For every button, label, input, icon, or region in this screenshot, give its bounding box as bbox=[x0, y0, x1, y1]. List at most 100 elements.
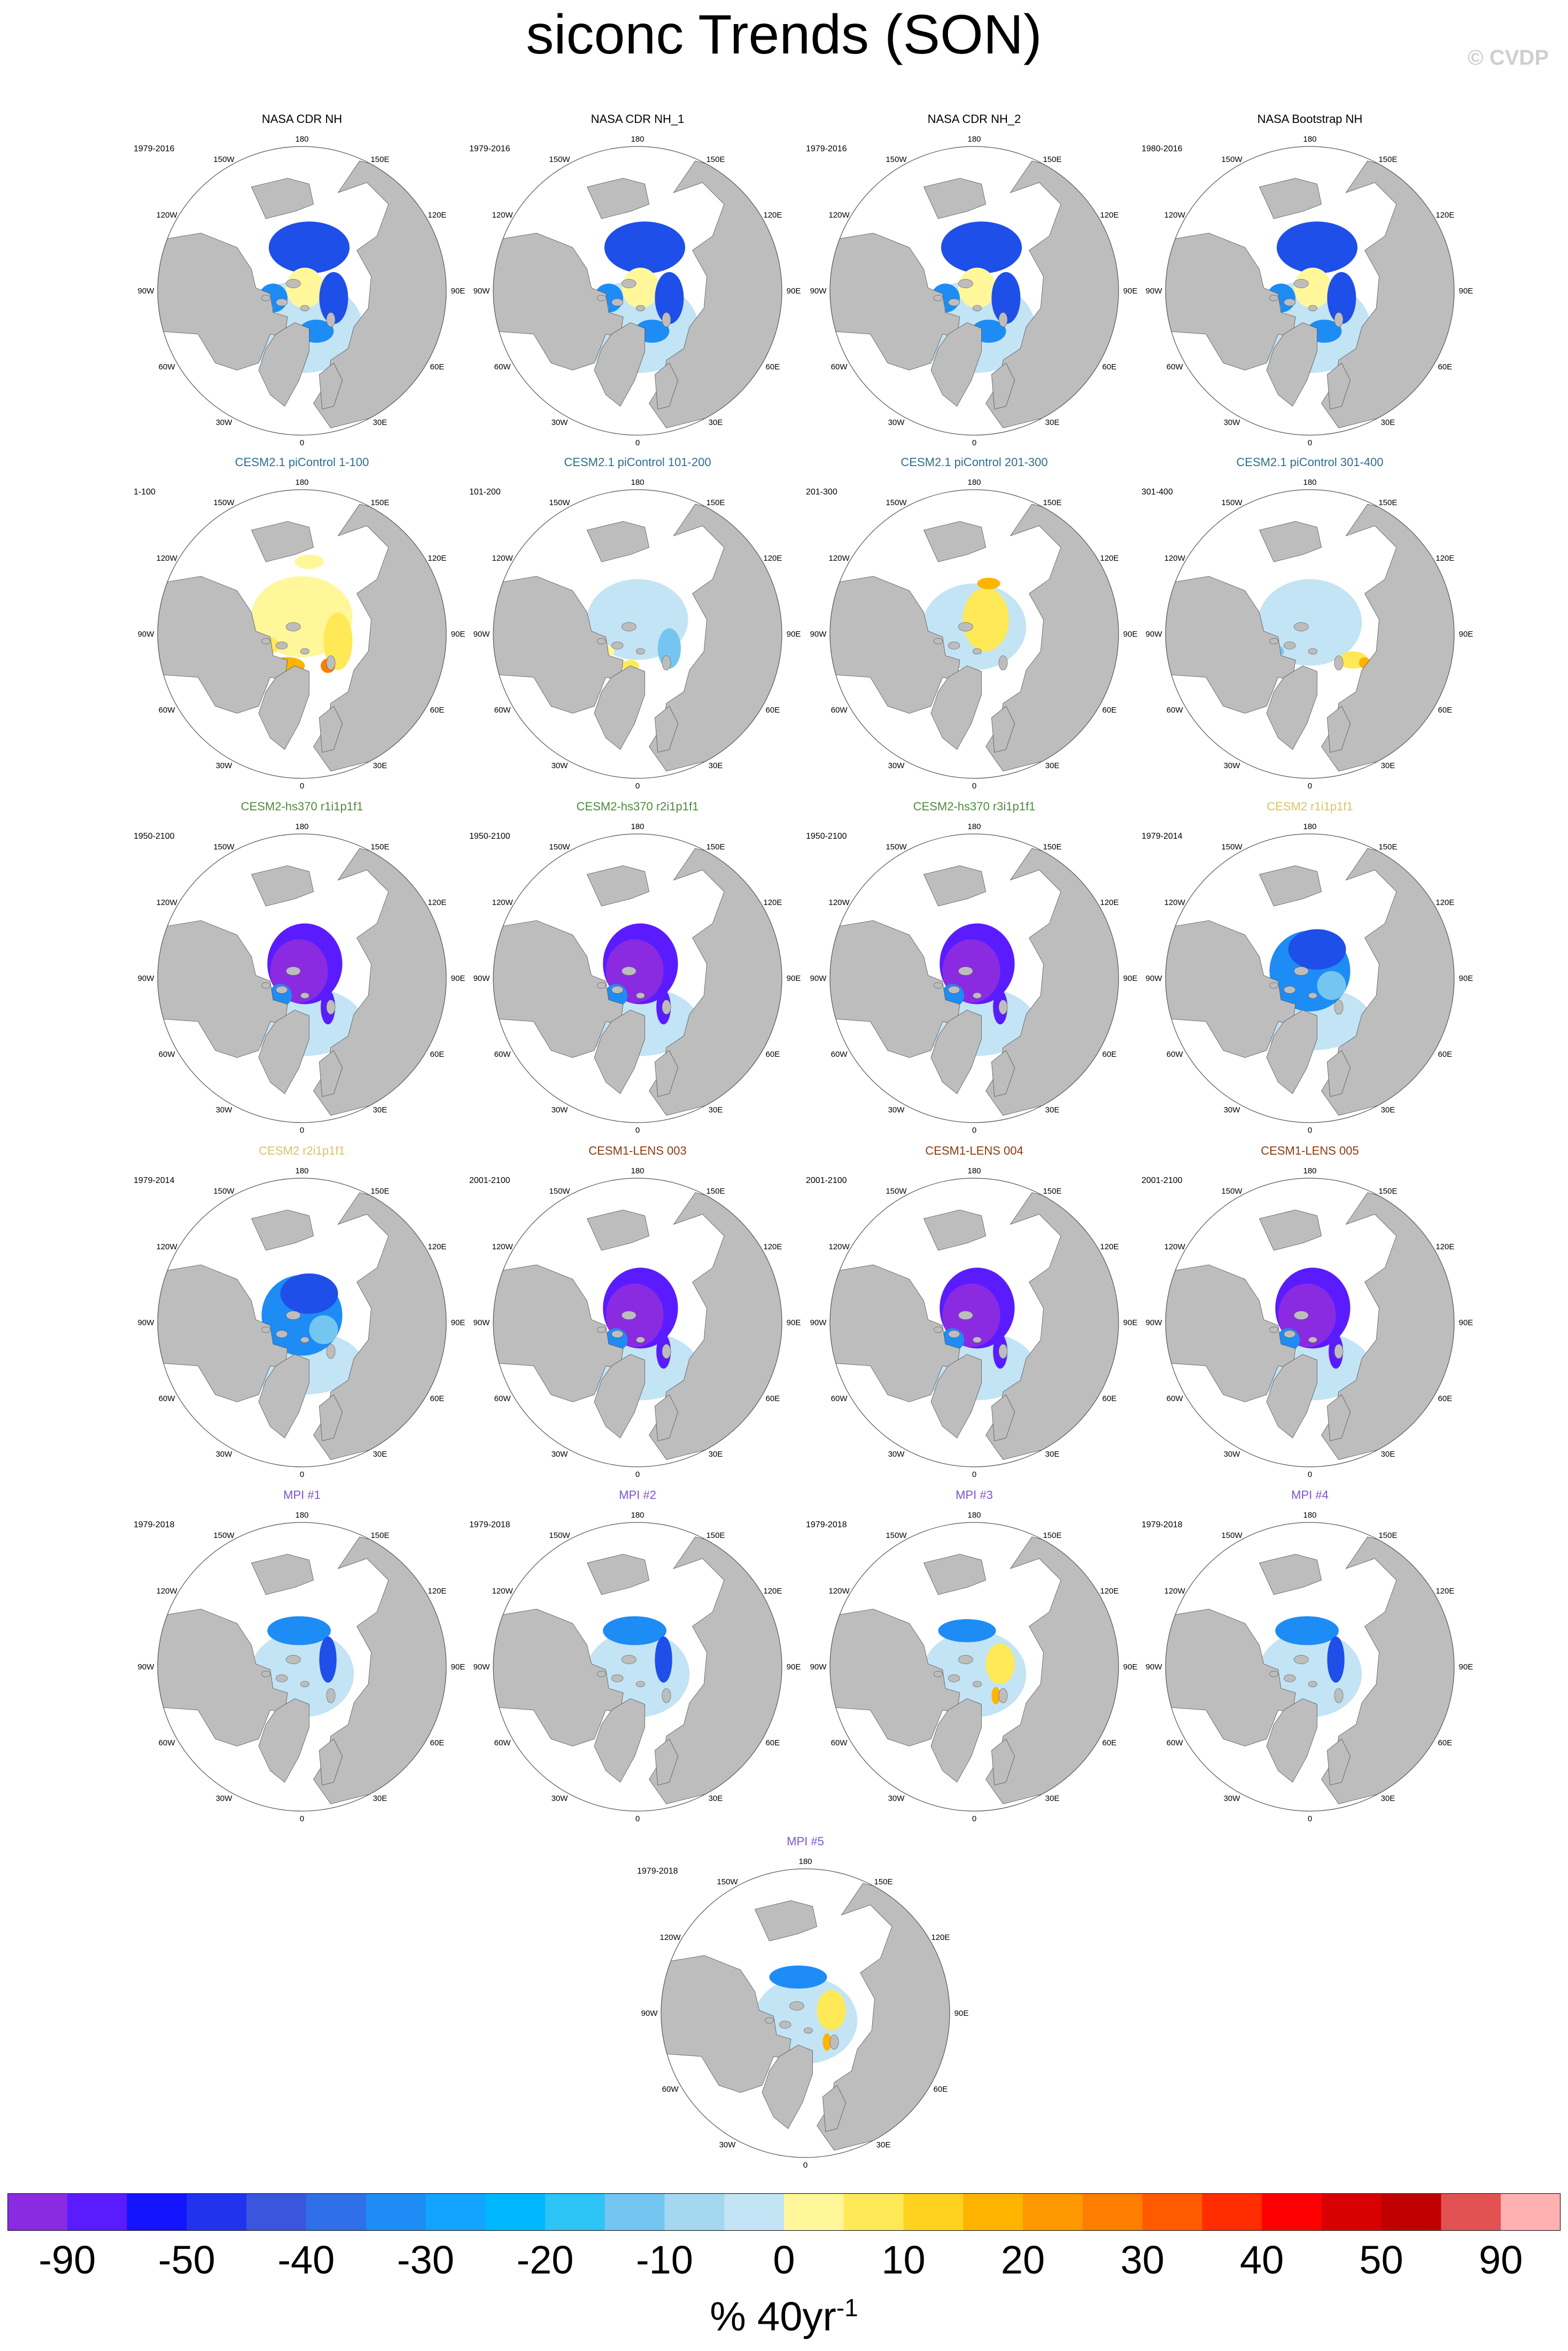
island bbox=[1293, 622, 1309, 631]
longitude-label: 30W bbox=[1224, 1794, 1241, 1803]
trend-patch bbox=[985, 1643, 1015, 1684]
longitude-label: 150W bbox=[1221, 155, 1243, 164]
longitude-label: 30E bbox=[1045, 1450, 1060, 1459]
island bbox=[621, 622, 636, 631]
land-mass bbox=[654, 1738, 679, 1785]
island bbox=[1334, 1344, 1344, 1359]
polar-map: 180 150E 120E 90E 60E 30E 0 30W 60W 90W 120W 150W bbox=[138, 822, 465, 1135]
longitude-label: 150W bbox=[549, 498, 570, 507]
map-border bbox=[157, 146, 447, 436]
land-mass bbox=[930, 1009, 982, 1094]
land-mass bbox=[923, 177, 987, 219]
land-mass bbox=[319, 1738, 343, 1785]
land-mass bbox=[991, 1738, 1015, 1785]
land-mass bbox=[258, 1698, 309, 1783]
longitude-label: 60E bbox=[1438, 1394, 1453, 1403]
land-mass bbox=[1326, 1050, 1351, 1097]
land-mass bbox=[319, 706, 343, 753]
land-mass bbox=[822, 2085, 847, 2132]
trend-patch bbox=[1294, 267, 1332, 308]
land-mass bbox=[258, 665, 309, 750]
longitude-label: 60W bbox=[831, 1738, 848, 1747]
island bbox=[1308, 1681, 1317, 1688]
longitude-label: 120W bbox=[492, 211, 514, 220]
longitude-label: 180 bbox=[1303, 1166, 1316, 1176]
longitude-label: 180 bbox=[631, 1166, 644, 1176]
longitude-label: 30E bbox=[373, 761, 387, 770]
longitude-label: 0 bbox=[972, 1814, 976, 1823]
longitude-label: 30E bbox=[373, 1794, 387, 1803]
map-border bbox=[157, 1178, 447, 1467]
land-mass bbox=[991, 1050, 1015, 1097]
longitude-label: 120E bbox=[1100, 211, 1119, 220]
map-border bbox=[157, 489, 447, 779]
panel-years: 1979-2018 bbox=[806, 1520, 847, 1529]
island bbox=[635, 1336, 645, 1343]
longitude-label: 150E bbox=[706, 498, 725, 507]
island bbox=[1293, 1311, 1309, 1320]
longitude-label: 30W bbox=[719, 2140, 736, 2149]
map-panel: CESM2 r2i1p1f1 1979-2014 180 150E 120E 90E 60E… bbox=[134, 1144, 470, 1486]
longitude-label: 120W bbox=[660, 1933, 681, 1942]
longitude-label: 60E bbox=[934, 2085, 948, 2094]
colorbar-box bbox=[843, 2193, 904, 2231]
longitude-label: 60E bbox=[766, 1394, 780, 1403]
longitude-label: 120E bbox=[763, 211, 782, 220]
colorbar-box bbox=[545, 2193, 606, 2231]
island bbox=[998, 655, 1008, 670]
island bbox=[1308, 648, 1317, 655]
island bbox=[958, 1655, 973, 1664]
panel-title: CESM1-LENS 005 bbox=[1261, 1144, 1359, 1157]
colorbar-units-label: % 40yr-1 bbox=[0, 2293, 1568, 2340]
island bbox=[285, 966, 301, 976]
trend-patch bbox=[1257, 579, 1362, 666]
panel-title: CESM2 r2i1p1f1 bbox=[259, 1144, 345, 1157]
map-panel: CESM2-hs370 r1i1p1f1 1950-2100 180 150E 120E… bbox=[134, 800, 470, 1142]
panel-years: 1-100 bbox=[134, 488, 156, 497]
longitude-label: 0 bbox=[1308, 438, 1312, 447]
longitude-label: 30E bbox=[373, 1105, 387, 1115]
map-border bbox=[493, 489, 782, 779]
longitude-label: 150W bbox=[717, 1877, 738, 1886]
land-mass bbox=[1259, 521, 1322, 562]
longitude-label: 150E bbox=[370, 842, 389, 852]
longitude-label: 0 bbox=[635, 1470, 640, 1479]
island bbox=[285, 1311, 301, 1320]
island bbox=[934, 982, 943, 989]
longitude-label: 120E bbox=[763, 1242, 782, 1251]
longitude-label: 30E bbox=[709, 1450, 723, 1459]
longitude-label: 90E bbox=[1123, 974, 1138, 983]
longitude-label: 120W bbox=[157, 1242, 178, 1251]
colorbar-box bbox=[784, 2193, 844, 2231]
island bbox=[1308, 992, 1317, 999]
longitude-label: 120W bbox=[1165, 898, 1186, 907]
island bbox=[621, 966, 636, 976]
island bbox=[635, 648, 645, 655]
island bbox=[261, 1671, 270, 1677]
island bbox=[597, 1671, 606, 1677]
longitude-label: 150E bbox=[1043, 155, 1061, 164]
longitude-label: 60W bbox=[159, 1050, 176, 1059]
longitude-label: 180 bbox=[798, 1857, 812, 1866]
longitude-label: 90W bbox=[810, 1318, 827, 1327]
longitude-label: 120E bbox=[763, 554, 782, 563]
land-mass bbox=[1266, 665, 1317, 750]
longitude-label: 60E bbox=[1438, 1738, 1453, 1747]
longitude-label: 120E bbox=[1435, 1587, 1454, 1596]
longitude-label: 150E bbox=[1043, 1187, 1061, 1196]
trend-patch bbox=[991, 1687, 1000, 1705]
map-panel: MPI #5 1979-2018 180 150E 120E 90E 60E 30E 0 30W 6… bbox=[637, 1835, 974, 2177]
longitude-label: 150W bbox=[886, 842, 907, 852]
longitude-label: 30E bbox=[1381, 1450, 1395, 1459]
longitude-label: 120W bbox=[492, 554, 514, 563]
longitude-label: 180 bbox=[295, 1166, 308, 1176]
polar-map: 180 150E 120E 90E 60E 30E 0 30W 60W 90W 120W 150W bbox=[473, 1166, 801, 1479]
island bbox=[326, 1344, 336, 1359]
longitude-label: 180 bbox=[295, 478, 308, 487]
island bbox=[276, 986, 288, 994]
island bbox=[276, 1674, 288, 1682]
map-panel: CESM1-LENS 005 2001-2100 180 150E 120E 90E 60E… bbox=[1142, 1144, 1478, 1486]
panel-title: NASA CDR NH bbox=[261, 112, 343, 126]
polar-map: 180 150E 120E 90E 60E 30E 0 30W 60W 90W 120W 150W bbox=[138, 1166, 465, 1479]
map-panel: CESM2.1 piControl 1-100 1-100 180 150E 120E 9… bbox=[134, 455, 470, 798]
